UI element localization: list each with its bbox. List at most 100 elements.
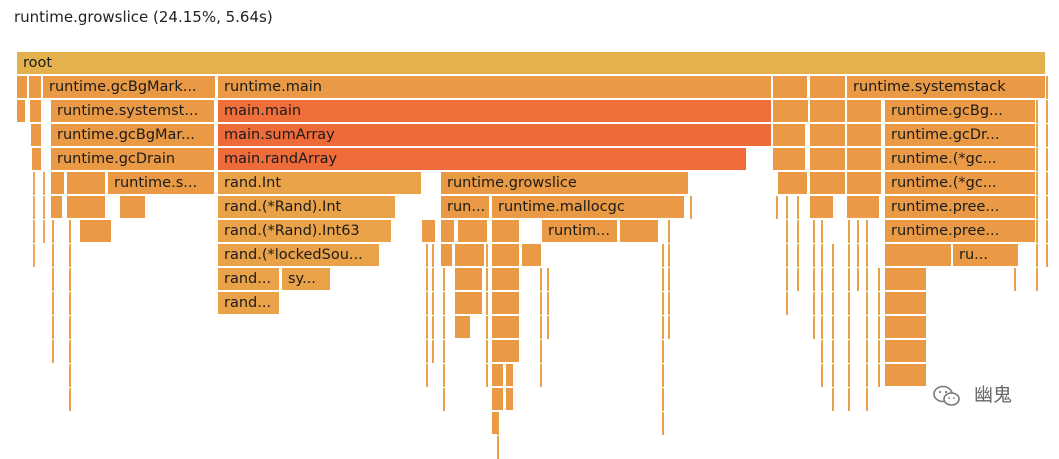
flame-frame-unlabeled[interactable] (455, 244, 485, 267)
flame-sliver[interactable] (1014, 268, 1016, 291)
flame-sliver[interactable] (52, 268, 54, 291)
flame-sliver[interactable] (486, 244, 488, 267)
flame-sliver[interactable] (69, 316, 71, 339)
flame-frame-unlabeled[interactable] (810, 172, 846, 195)
flame-frame[interactable]: runtime.systemst... (51, 100, 215, 123)
flame-frame[interactable]: runtime.gcDr... (885, 124, 1036, 147)
flame-sliver[interactable] (866, 364, 868, 387)
flame-sliver[interactable] (832, 244, 834, 267)
flame-frame-unlabeled[interactable] (810, 148, 846, 171)
flame-sliver[interactable] (52, 316, 54, 339)
flame-sliver[interactable] (832, 364, 834, 387)
flame-frame-unlabeled[interactable] (492, 364, 504, 387)
flame-frame[interactable]: rand.(*Rand).Int63 (218, 220, 392, 243)
flame-sliver[interactable] (432, 316, 434, 339)
flame-sliver[interactable] (821, 316, 823, 339)
flame-frame-unlabeled[interactable] (847, 172, 882, 195)
flame-frame-unlabeled[interactable] (810, 196, 834, 219)
flame-sliver[interactable] (866, 316, 868, 339)
flame-sliver[interactable] (486, 268, 488, 291)
flame-sliver[interactable] (486, 340, 488, 363)
flame-sliver[interactable] (547, 292, 549, 315)
flame-sliver[interactable] (443, 364, 445, 387)
flame-frame[interactable]: runtime.s... (108, 172, 215, 195)
flame-sliver[interactable] (813, 292, 815, 315)
flame-sliver[interactable] (1046, 220, 1048, 243)
flame-frame[interactable]: rand... (218, 292, 280, 315)
flame-sliver[interactable] (432, 244, 434, 267)
flame-frame-unlabeled[interactable] (492, 292, 520, 315)
flame-sliver[interactable] (52, 340, 54, 363)
flame-sliver[interactable] (832, 340, 834, 363)
flame-frame[interactable]: runtim... (542, 220, 618, 243)
flame-sliver[interactable] (668, 220, 670, 243)
flame-frame-unlabeled[interactable] (885, 340, 927, 363)
flame-frame-unlabeled[interactable] (67, 196, 106, 219)
flame-frame-unlabeled[interactable] (31, 124, 42, 147)
flame-sliver[interactable] (866, 220, 868, 243)
flame-frame-unlabeled[interactable] (885, 268, 927, 291)
flame-sliver[interactable] (848, 292, 850, 315)
flame-sliver[interactable] (69, 388, 71, 411)
flame-frame[interactable]: rand.(*Rand).Int (218, 196, 396, 219)
flame-sliver[interactable] (1036, 100, 1038, 123)
flame-sliver[interactable] (813, 316, 815, 339)
flame-sliver[interactable] (443, 316, 445, 339)
flame-sliver[interactable] (832, 292, 834, 315)
flame-sliver[interactable] (866, 268, 868, 291)
flame-frame-unlabeled[interactable] (17, 76, 28, 99)
flame-frame-unlabeled[interactable] (522, 244, 542, 267)
flame-frame-unlabeled[interactable] (455, 268, 483, 291)
flame-frame-unlabeled[interactable] (51, 172, 65, 195)
flame-sliver[interactable] (848, 340, 850, 363)
flame-frame[interactable]: runtime.systemstack (847, 76, 1046, 99)
flame-sliver[interactable] (1046, 148, 1048, 171)
flame-sliver[interactable] (1046, 76, 1048, 99)
flame-sliver[interactable] (857, 268, 859, 291)
flame-sliver[interactable] (848, 388, 850, 411)
flame-sliver[interactable] (797, 244, 799, 267)
flame-sliver[interactable] (866, 340, 868, 363)
flame-sliver[interactable] (878, 268, 880, 291)
flame-sliver[interactable] (813, 244, 815, 267)
flame-sliver[interactable] (33, 244, 35, 267)
flame-sliver[interactable] (497, 436, 499, 459)
flame-sliver[interactable] (43, 220, 45, 243)
flame-frame[interactable]: run... (441, 196, 490, 219)
flame-sliver[interactable] (866, 292, 868, 315)
flame-sliver[interactable] (432, 292, 434, 315)
flame-sliver[interactable] (540, 364, 542, 387)
flame-frame-unlabeled[interactable] (492, 316, 520, 339)
flame-frame-unlabeled[interactable] (506, 364, 514, 387)
flame-sliver[interactable] (426, 364, 428, 387)
flame-sliver[interactable] (786, 292, 788, 315)
flame-sliver[interactable] (1036, 172, 1038, 195)
flame-sliver[interactable] (662, 388, 664, 411)
flame-sliver[interactable] (821, 340, 823, 363)
flame-sliver[interactable] (69, 268, 71, 291)
flame-sliver[interactable] (443, 388, 445, 411)
flame-sliver[interactable] (1036, 124, 1038, 147)
flame-frame[interactable]: rand.(*lockedSou... (218, 244, 380, 267)
flame-sliver[interactable] (1036, 268, 1038, 291)
flame-sliver[interactable] (668, 244, 670, 267)
flame-frame[interactable]: runtime.growslice (441, 172, 689, 195)
flame-frame-unlabeled[interactable] (441, 244, 453, 267)
flame-sliver[interactable] (786, 220, 788, 243)
flame-sliver[interactable] (443, 292, 445, 315)
flame-sliver[interactable] (1036, 148, 1038, 171)
flame-sliver[interactable] (662, 244, 664, 267)
flame-sliver[interactable] (866, 244, 868, 267)
flame-frame-unlabeled[interactable] (773, 100, 809, 123)
flame-frame[interactable]: runtime.gcDrain (51, 148, 215, 171)
flame-sliver[interactable] (662, 340, 664, 363)
flame-sliver[interactable] (797, 268, 799, 291)
flame-sliver[interactable] (848, 220, 850, 243)
flame-sliver[interactable] (69, 364, 71, 387)
flame-frame-unlabeled[interactable] (810, 124, 846, 147)
flame-frame-unlabeled[interactable] (422, 220, 436, 243)
flame-sliver[interactable] (866, 388, 868, 411)
flame-sliver[interactable] (1046, 124, 1048, 147)
flame-frame[interactable]: main.main (218, 100, 772, 123)
